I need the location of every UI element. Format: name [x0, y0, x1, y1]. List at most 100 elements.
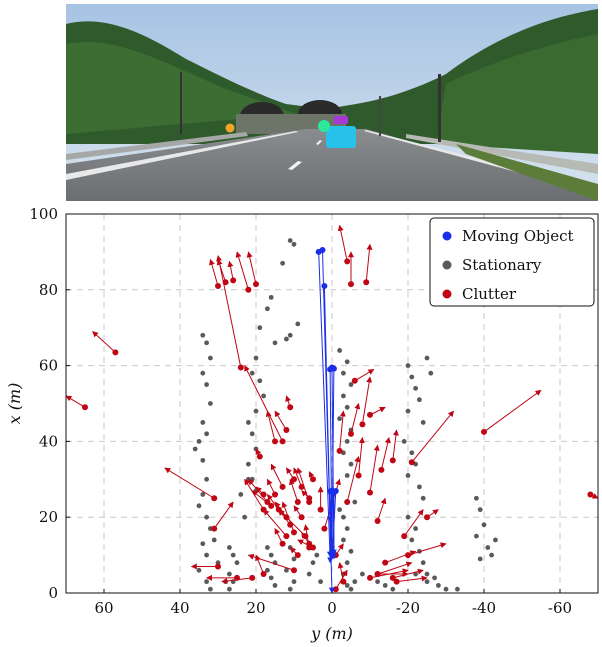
stationary-point [344, 439, 350, 444]
stationary-point [246, 420, 251, 425]
clutter-velocity-arrow [246, 251, 257, 285]
y-tick-labels: 0 20 40 60 80 100 [29, 205, 58, 602]
stationary-point [348, 461, 354, 467]
stationary-point [196, 439, 202, 444]
stationary-point [409, 537, 415, 543]
stationary-point [424, 571, 430, 577]
clutter-velocity-arrow [164, 467, 215, 499]
clutter-point [283, 427, 290, 434]
stationary-point [246, 461, 251, 467]
clutter-velocity-arrow [209, 258, 219, 287]
clutter-velocity-arrow [235, 251, 249, 290]
stationary-point [337, 507, 342, 513]
legend: Moving Object Stationary Clutter [429, 217, 595, 307]
stationary-point [405, 514, 411, 520]
clutter-point [344, 258, 351, 265]
clutter-point [306, 544, 313, 551]
clutter-point [355, 472, 362, 479]
stationary-point [211, 537, 217, 543]
stationary-point [265, 567, 270, 573]
moving-object-velocity-arrow [323, 285, 333, 523]
data-marks [65, 224, 599, 594]
y-tick-label: 60 [39, 357, 58, 375]
legend-clutter-label: Clutter [462, 285, 517, 303]
stationary-point [287, 586, 293, 592]
stationary-point [268, 552, 274, 558]
stationary-point [352, 579, 358, 585]
clutter-velocity-arrow [247, 553, 295, 571]
stationary-point [436, 583, 441, 588]
clutter-point [249, 574, 256, 581]
stationary-point [287, 332, 293, 338]
stationary-point [344, 526, 350, 531]
clutter-point [367, 489, 373, 496]
stationary-point [261, 393, 266, 399]
stationary-point [318, 579, 323, 585]
clutter-velocity-arrow [483, 389, 542, 433]
stationary-point [337, 348, 342, 353]
stationary-point [204, 476, 210, 482]
stationary-point [352, 499, 358, 505]
clutter-point [294, 499, 301, 506]
stationary-point [310, 560, 316, 566]
stationary-point [481, 522, 487, 528]
y-tick-label: 40 [39, 432, 58, 450]
moving-object-velocity-arrow [329, 368, 336, 552]
stationary-point [208, 355, 213, 361]
stationary-point [268, 575, 274, 581]
stationary-point [227, 586, 232, 592]
y-tick-label: 20 [39, 508, 58, 526]
stationary-point [455, 586, 460, 592]
clutter-velocity-arrow [65, 395, 86, 408]
clutter-velocity-arrow [335, 569, 348, 590]
clutter-point [340, 578, 347, 585]
clutter-velocity-arrow [354, 368, 375, 382]
clutter-point [389, 457, 396, 464]
clutter-velocity-arrow [281, 501, 295, 533]
stationary-point [204, 552, 210, 558]
clutter-velocity-arrow [358, 437, 365, 476]
clutter-point [256, 453, 263, 460]
stationary-point [405, 363, 411, 368]
clutter-velocity-arrow [213, 501, 234, 529]
legend-clutter-marker [442, 289, 452, 299]
clutter-point [211, 495, 218, 502]
clutter-velocity-arrow [407, 542, 447, 556]
x-tick-label: 60 [94, 599, 113, 617]
clutter-point [237, 364, 244, 371]
clutter-velocity-arrow [350, 402, 361, 434]
clutter-velocity-arrow [377, 497, 387, 522]
stationary-point [344, 473, 350, 478]
clutter-velocity-arrow [216, 255, 242, 368]
stationary-point [257, 325, 263, 331]
pedestrian-annotation-icon [225, 123, 235, 133]
clutter-velocity-arrow [365, 243, 373, 283]
stationary-point [249, 370, 255, 376]
clutter-velocity-arrow [380, 437, 391, 470]
clutter-point [298, 483, 305, 490]
legend-box [429, 217, 595, 307]
stationary-point [443, 586, 449, 592]
scatter-plot: 60 40 20 0 -20 -40 -60 0 20 40 60 80 100 y (m) x (m… [5, 205, 599, 643]
stationary-point [477, 507, 483, 513]
stationary-point [341, 370, 346, 376]
stationary-point [284, 567, 289, 573]
clutter-velocity-arrow [403, 509, 424, 537]
legend-stationary-label: Stationary [462, 256, 542, 274]
stationary-point [409, 450, 415, 456]
clutter-velocity-arrow [361, 376, 373, 425]
clutter-point [112, 349, 119, 356]
legend-stationary-marker [442, 260, 452, 270]
stationary-point [287, 238, 293, 243]
clutter-velocity-arrow [337, 224, 348, 262]
stationary-point [390, 586, 396, 592]
stationary-point [348, 548, 354, 554]
stationary-point [242, 514, 248, 520]
y-tick-label: 0 [48, 584, 58, 602]
stationary-point [200, 492, 206, 497]
stationary-point [337, 416, 342, 422]
stationary-point [424, 579, 430, 585]
clutter-point [367, 411, 373, 418]
stationary-point [204, 579, 210, 585]
clutter-velocity-arrow [270, 463, 284, 488]
